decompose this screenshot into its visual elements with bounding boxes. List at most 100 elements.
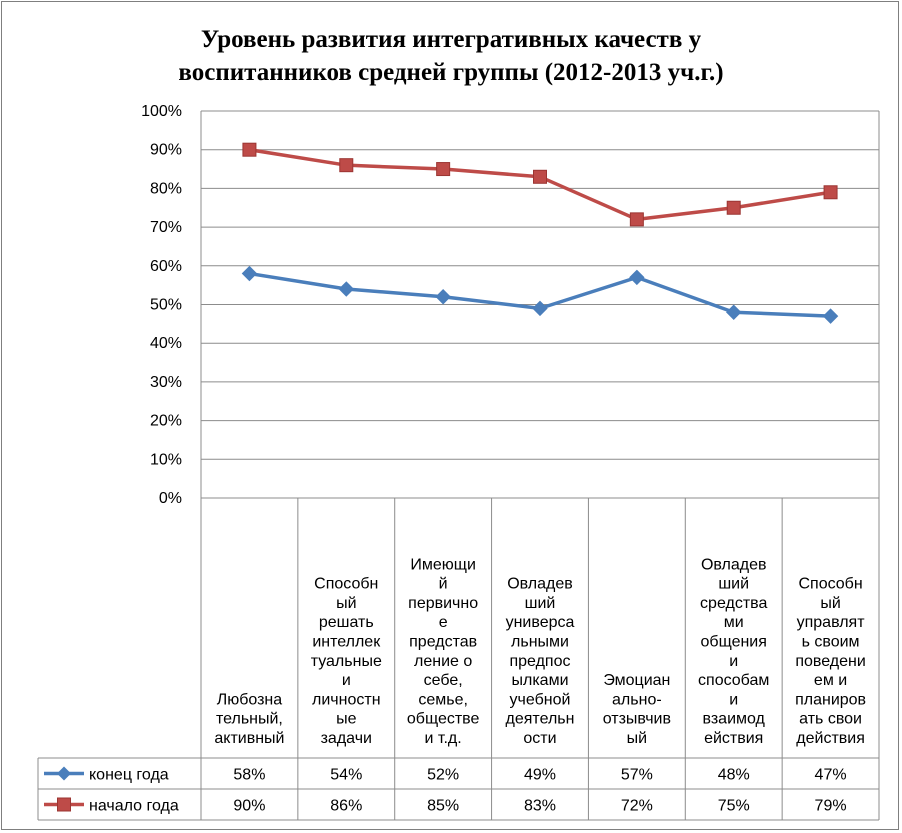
x-category-label: ший (525, 595, 556, 612)
x-category-label: действия (796, 730, 865, 747)
data-table-value: 79% (815, 798, 847, 815)
x-category-label: способам (698, 672, 769, 689)
x-category-label: ление о (414, 653, 472, 670)
data-table-value: 72% (621, 798, 653, 815)
x-category-label: ь своим (802, 634, 860, 651)
data-table-value: 48% (718, 767, 750, 784)
data-point-marker (338, 281, 354, 297)
x-category-label: льными (511, 634, 569, 651)
x-category-label: и (729, 653, 738, 670)
data-point-marker (629, 269, 645, 286)
x-category-label: Способн (798, 576, 862, 593)
y-tick-label: 10% (150, 451, 182, 468)
x-category-label: ости (523, 730, 556, 747)
data-point-marker (533, 169, 547, 184)
data-point-marker (823, 185, 838, 200)
x-category-label: решать (319, 614, 374, 631)
x-category-label: задачи (321, 730, 372, 747)
x-category-label: е (439, 614, 448, 631)
x-category-label: отзывчив (603, 711, 671, 728)
x-category-label: управлят (797, 614, 866, 631)
data-table-value: 47% (815, 767, 847, 784)
y-tick-label: 20% (150, 413, 182, 430)
x-category-label: учебной (510, 691, 571, 708)
x-category-label: ми (724, 614, 744, 631)
data-point-marker (726, 200, 741, 215)
data-table-value: 75% (718, 798, 750, 815)
x-category-label: ые (336, 711, 357, 728)
series-line (249, 147, 831, 222)
x-category-label: Любозна (217, 691, 283, 708)
x-category-label: предпос (509, 653, 570, 670)
data-point-marker (726, 304, 742, 320)
x-category-label: первично (408, 595, 478, 612)
x-category-label: ать свои (799, 711, 862, 728)
data-point-marker (339, 158, 354, 173)
chart-title-line: воспитанников средней группы (2012-2013 … (178, 59, 723, 86)
x-category-label: и (342, 672, 351, 689)
chart-title-line: Уровень развития интегративных качеств у (201, 26, 702, 53)
y-tick-label: 100% (141, 103, 182, 120)
data-table-value: 83% (524, 798, 556, 815)
y-tick-label: 70% (150, 219, 182, 236)
y-tick-label: 30% (150, 374, 182, 391)
data-point-marker (532, 300, 548, 317)
x-category-label: представ (409, 634, 477, 651)
x-category-label: й (439, 576, 448, 593)
x-category-label: активный (214, 730, 284, 747)
x-category-label: ылками (511, 672, 568, 689)
data-table-value: 49% (524, 767, 556, 784)
legend-label: начало года (89, 798, 179, 815)
y-tick-label: 50% (150, 297, 182, 314)
legend-label: конец года (89, 767, 169, 784)
data-point-marker (241, 265, 258, 282)
x-category-label: взаимод (703, 711, 766, 728)
x-category-label: ействия (704, 730, 763, 747)
x-category-label: общения (701, 634, 767, 651)
data-table-value: 58% (233, 767, 265, 784)
x-category-label: планиров (795, 691, 866, 708)
x-category-label: ший (718, 576, 749, 593)
y-tick-label: 80% (150, 180, 182, 197)
x-category-label: семье, (418, 691, 468, 708)
x-category-label: личностн (312, 691, 381, 708)
y-tick-label: 0% (159, 490, 182, 507)
data-point-marker (822, 308, 839, 324)
y-tick-label: 90% (150, 142, 182, 159)
x-category-label: и т.д. (425, 730, 462, 747)
legend-marker (57, 766, 71, 781)
x-category-label: интеллек (312, 634, 381, 651)
data-point-marker (436, 162, 451, 177)
x-category-label: Имеющи (410, 556, 476, 573)
x-category-label: себе, (424, 672, 463, 689)
data-table-value: 54% (330, 767, 362, 784)
x-category-label: и (729, 691, 738, 708)
y-tick-label: 60% (150, 258, 182, 275)
legend-marker (57, 797, 71, 812)
y-tick-label: 40% (150, 335, 182, 352)
x-category-label: ый (336, 595, 356, 612)
x-category-label: ый (627, 730, 647, 747)
x-category-label: обществе (407, 711, 480, 728)
x-category-label: Овладев (701, 556, 767, 573)
x-category-label: туальные (311, 653, 382, 670)
x-category-label: ально- (612, 691, 662, 708)
data-point-marker (435, 289, 451, 305)
data-table-value: 85% (427, 798, 459, 815)
data-table-value: 52% (427, 767, 459, 784)
data-table-value: 57% (621, 767, 653, 784)
x-category-label: ый (820, 595, 840, 612)
x-category-label: поведени (795, 653, 865, 670)
x-category-label: средства (700, 595, 767, 612)
x-category-label: ем и (814, 672, 847, 689)
x-category-label: деятельн (506, 711, 575, 728)
x-category-label: Эмоциан (603, 672, 670, 689)
x-category-label: Овладев (507, 576, 573, 593)
x-category-label: Способн (314, 576, 378, 593)
data-table-value: 90% (233, 798, 265, 815)
data-point-marker (629, 212, 644, 227)
data-table-value: 86% (330, 798, 362, 815)
x-category-label: универса (506, 614, 575, 631)
